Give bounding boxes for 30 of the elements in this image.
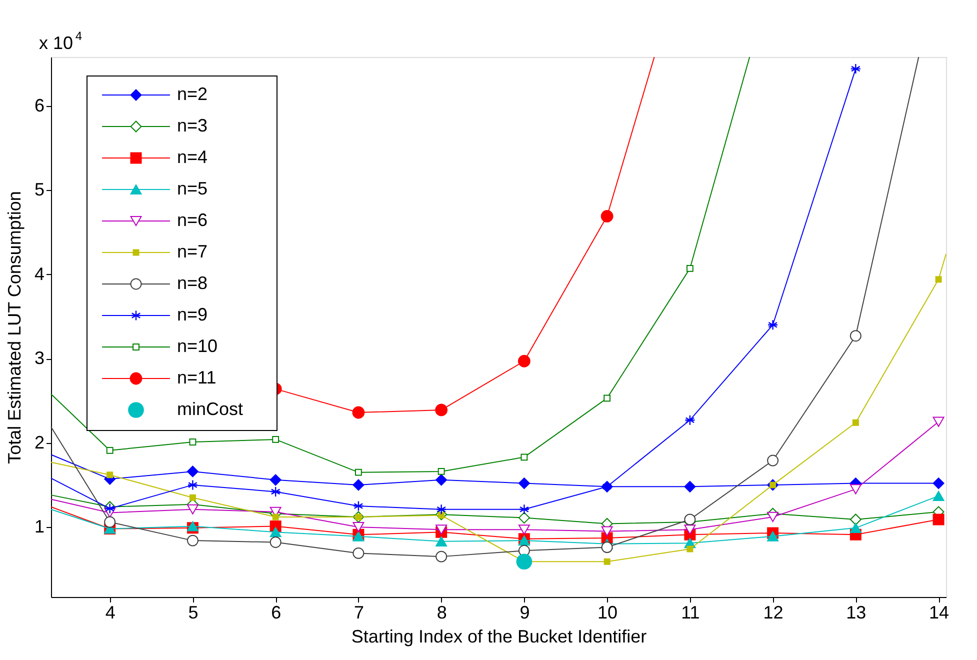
y-tick-label: 5 — [34, 180, 44, 200]
x-tick-label: 13 — [846, 602, 866, 622]
legend-label: n=2 — [177, 84, 208, 104]
x-tick-label: 5 — [188, 602, 198, 622]
x-tick-label: 10 — [598, 602, 618, 622]
y-tick-label: 4 — [34, 264, 44, 284]
x-axis-title: Starting Index of the Bucket Identifier — [351, 626, 647, 646]
y-tick-label: 6 — [34, 95, 44, 116]
legend-label: n=3 — [177, 116, 208, 136]
legend-label: n=4 — [177, 147, 208, 167]
legend-label: n=11 — [177, 368, 216, 388]
x-tick-label: 8 — [436, 602, 447, 622]
legend-label: n=7 — [177, 242, 208, 262]
y-axis-title: Total Estimated LUT Consumption — [4, 191, 24, 464]
x-tick-label: 4 — [105, 602, 116, 622]
y-tick-label: 2 — [34, 432, 44, 452]
legend-label: minCost — [177, 399, 244, 419]
legend-label: n=8 — [177, 273, 208, 293]
y-tick-label: 1 — [34, 516, 44, 537]
y-tick-label: 3 — [34, 348, 44, 368]
x-tick-label: 6 — [271, 602, 282, 622]
x-tick-label: 11 — [681, 602, 700, 622]
x-tick-label: 12 — [763, 602, 784, 622]
x-tick-label: 7 — [354, 602, 364, 622]
legend-label: n=10 — [177, 336, 218, 356]
legend-label: n=9 — [177, 304, 208, 324]
x-tick-label: 9 — [520, 602, 530, 622]
legend-label: n=5 — [177, 178, 208, 198]
legend-label: n=6 — [177, 210, 208, 230]
x-tick-label: 14 — [929, 602, 950, 622]
